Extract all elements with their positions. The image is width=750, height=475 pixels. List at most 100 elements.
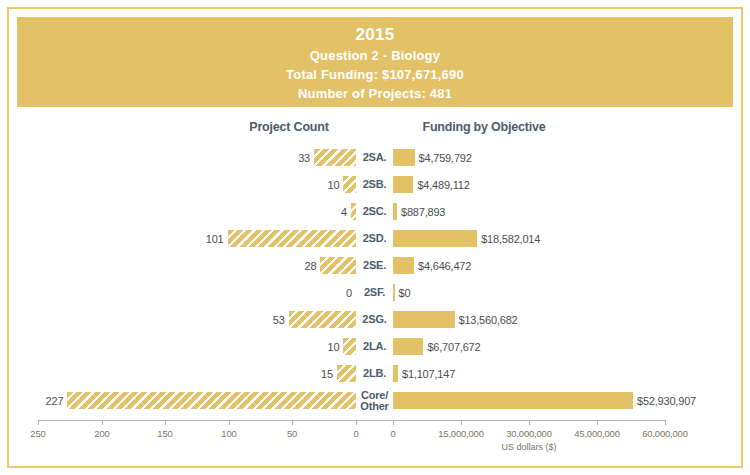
funding-value-label: $4,489,112: [417, 179, 469, 191]
category-cell: 2SF.: [356, 284, 393, 301]
right-chart-title: Funding by Objective: [384, 120, 584, 134]
axis-tick-label: 0: [358, 428, 428, 439]
category-label: Core/ Other: [358, 390, 392, 412]
funding-value-label: $4,759,792: [419, 152, 472, 164]
project-count-cell: 4: [38, 203, 356, 220]
category-cell: 2SE.: [356, 257, 393, 274]
project-count-bar: [337, 365, 356, 382]
axis-tick: [102, 420, 103, 425]
category-cell: 2LB.: [356, 365, 393, 382]
category-cell: Core/ Other: [356, 392, 393, 409]
axis-tick: [597, 420, 598, 425]
category-cell: 2SB.: [356, 176, 393, 193]
project-count-label: 33: [298, 152, 310, 164]
project-count-label: 10: [327, 341, 339, 353]
chart-row: 53 2SG. $13,560,682: [38, 311, 738, 328]
chart-row: 10 2LA. $6,707,672: [38, 338, 738, 355]
chart-row: 4 2SC. $887,893: [38, 203, 738, 220]
project-count-label: 53: [273, 314, 285, 326]
chart-row: 10 2SB. $4,489,112: [38, 176, 738, 193]
project-count-cell: 0: [38, 284, 356, 301]
project-count-label: 28: [305, 260, 317, 272]
project-count-label: 0: [346, 287, 352, 299]
funding-bar: [393, 149, 415, 166]
funding-bar: [393, 257, 414, 274]
chart-row: 33 2SA. $4,759,792: [38, 149, 738, 166]
project-count-cell: 15: [38, 365, 356, 382]
axis-tick-label: 15,000,000: [426, 428, 496, 439]
funding-value-label: $4,646,472: [418, 260, 471, 272]
project-count-cell: 28: [38, 257, 356, 274]
left-chart-title: Project Count: [189, 120, 389, 134]
axis-tick-label: 30,000,000: [494, 428, 564, 439]
chart-header: 2015 Question 2 - Biology Total Funding:…: [17, 17, 733, 107]
funding-cell: $6,707,672: [393, 338, 738, 355]
project-count-cell: 10: [38, 338, 356, 355]
category-label: 2SA.: [363, 152, 387, 163]
category-label: 2SC.: [363, 206, 387, 217]
category-cell: 2SC.: [356, 203, 393, 220]
axis-tick: [529, 420, 530, 425]
funding-cell: $887,893: [393, 203, 738, 220]
axis-tick: [461, 420, 462, 425]
funding-cell: $52,930,907: [393, 392, 738, 409]
axis-tick-label: 60,000,000: [630, 428, 700, 439]
funding-bar: [393, 311, 455, 328]
chart-row: 15 2LB. $1,107,147: [38, 365, 738, 382]
project-count-label: 227: [46, 395, 64, 407]
category-label: 2SE.: [363, 260, 386, 271]
header-total-funding: Total Funding: $107,671,690: [17, 65, 733, 84]
project-count-cell: 227: [38, 392, 356, 409]
project-count-bar: [289, 311, 356, 328]
axis-tick: [393, 420, 394, 425]
axis-tick: [665, 420, 666, 425]
project-count-label: 15: [321, 368, 333, 380]
header-year: 2015: [17, 23, 733, 46]
project-count-label: 101: [206, 233, 224, 245]
project-count-cell: 33: [38, 149, 356, 166]
project-count-bar: [67, 392, 356, 409]
category-label: 2SB.: [363, 179, 387, 190]
category-label: 2SD.: [363, 233, 387, 244]
funding-value-label: $0: [399, 287, 411, 299]
chart-row: 101 2SD. $18,582,014: [38, 230, 738, 247]
project-count-bar: [314, 149, 356, 166]
funding-value-label: $1,107,147: [402, 368, 455, 380]
funding-bar: [393, 392, 633, 409]
axis-tick-label: 50: [257, 428, 327, 439]
category-cell: 2SD.: [356, 230, 393, 247]
axis-tick-label: 150: [130, 428, 200, 439]
funding-bar: [393, 338, 423, 355]
funding-bar: [393, 284, 395, 301]
x-axis-title: US dollars ($): [429, 442, 629, 452]
funding-cell: $18,582,014: [393, 230, 738, 247]
funding-cell: $4,646,472: [393, 257, 738, 274]
funding-cell: $4,759,792: [393, 149, 738, 166]
axis-tick: [165, 420, 166, 425]
funding-value-label: $13,560,682: [459, 314, 518, 326]
axis-tick: [292, 420, 293, 425]
project-count-cell: 10: [38, 176, 356, 193]
category-label: 2LB.: [363, 368, 386, 379]
axis-tick-label: 250: [3, 428, 73, 439]
category-cell: 2SG.: [356, 311, 393, 328]
funding-bar: [393, 230, 477, 247]
category-cell: 2SA.: [356, 149, 393, 166]
category-label: 2SG.: [362, 314, 386, 325]
funding-cell: $4,489,112: [393, 176, 738, 193]
axis-tick-label: 200: [67, 428, 137, 439]
funding-value-label: $6,707,672: [427, 341, 480, 353]
funding-value-label: $887,893: [401, 206, 445, 218]
chart-row: 0 2SF. $0: [38, 284, 738, 301]
chart-row: 28 2SE. $4,646,472: [38, 257, 738, 274]
funding-cell: $0: [393, 284, 738, 301]
project-count-cell: 53: [38, 311, 356, 328]
axis-tick-label: 100: [194, 428, 264, 439]
funding-bar: [393, 176, 413, 193]
project-count-bar: [343, 338, 356, 355]
header-subtitle: Question 2 - Biology: [17, 46, 733, 65]
axis-tick: [356, 420, 357, 425]
project-count-cell: 101: [38, 230, 356, 247]
x-axis-line: [38, 420, 666, 421]
funding-value-label: $52,930,907: [637, 395, 696, 407]
